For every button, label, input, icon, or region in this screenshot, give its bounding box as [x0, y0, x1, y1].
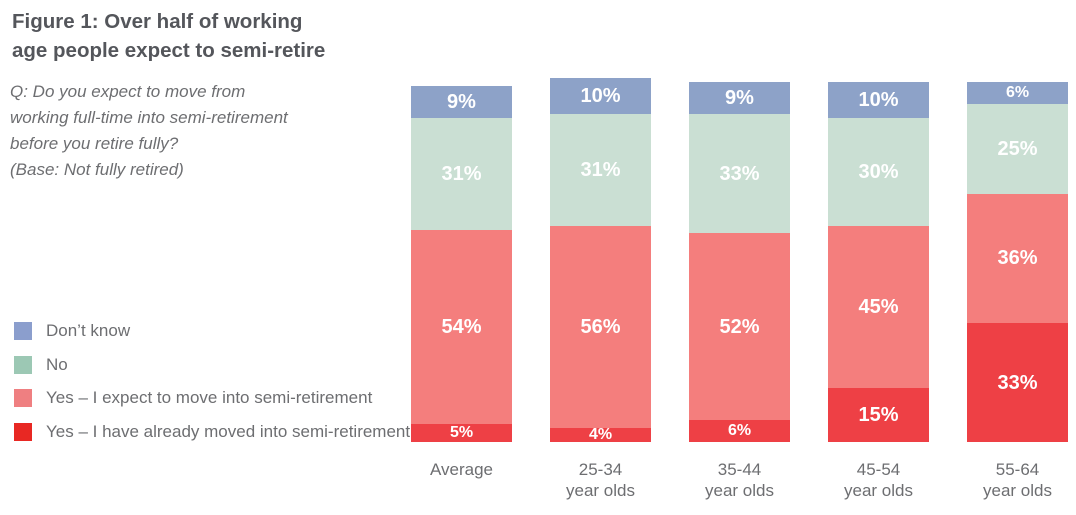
bar-segment-no: 31%: [550, 114, 651, 227]
category-label-line: year olds: [844, 481, 913, 500]
segment-value-label: 9%: [725, 87, 754, 110]
bar-segment-yes-i-have-already-moved-into-: 6%: [689, 420, 790, 442]
legend-swatch: [14, 322, 32, 340]
segment-value-label: 6%: [727, 422, 752, 440]
bar-segment-yes-i-expect-to-move-into-semi: 52%: [689, 233, 790, 421]
bar-25-34-year-olds: 10% 31% 56% 4%: [550, 78, 651, 442]
category-label-35-44-year-olds: 35-44 year olds: [669, 459, 810, 501]
bar-segment-don-t-know: 6%: [967, 82, 1068, 104]
segment-value-label: 5%: [449, 424, 474, 441]
category-label-line: 35-44: [717, 460, 762, 479]
bar-segment-yes-i-have-already-moved-into-: 5%: [411, 424, 512, 442]
bar-segment-don-t-know: 10%: [828, 82, 929, 118]
legend-item-yes-i-expect-to-move-into-semi: Yes – I expect to move into semi-retirem…: [14, 388, 410, 407]
bar-segment-yes-i-have-already-moved-into-: 4%: [550, 425, 651, 443]
survey-question: Q: Do you expect to move from working fu…: [10, 79, 288, 183]
bar-segment-don-t-know: 9%: [411, 85, 512, 119]
legend-label: Yes – I expect to move into semi-retirem…: [46, 388, 373, 407]
figure-title-line-1: Figure 1: Over half of working: [12, 10, 303, 33]
segment-value-label: 31%: [580, 159, 621, 182]
legend-item-no: No: [14, 354, 410, 374]
figure-title-line-2: age people expect to semi-retire: [12, 39, 326, 62]
category-label-line: year olds: [705, 481, 774, 500]
segment-value-label: 6%: [1005, 83, 1030, 101]
segment-value-label: 31%: [441, 162, 482, 185]
segment-value-label: 25%: [997, 137, 1038, 160]
bar-segment-yes-i-have-already-moved-into-: 15%: [828, 388, 929, 442]
bar-segment-yes-i-expect-to-move-into-semi: 54%: [411, 229, 512, 424]
category-label-55-64-year-olds: 55-64 year olds: [947, 459, 1076, 501]
bar-segment-yes-i-expect-to-move-into-semi: 56%: [550, 226, 651, 428]
category-label-line: year olds: [566, 481, 635, 500]
bar-segment-don-t-know: 9%: [689, 82, 790, 115]
category-label-45-54-year-olds: 45-54 year olds: [808, 459, 949, 501]
legend-item-don-t-know: Don’t know: [14, 321, 410, 340]
category-label-line: 45-54: [856, 460, 901, 479]
legend-label: No: [46, 354, 68, 374]
figure-title: Figure 1: Over half of working age peopl…: [12, 7, 325, 65]
category-label-25-34-year-olds: 25-34 year olds: [530, 459, 671, 501]
segment-value-label: 36%: [997, 247, 1038, 270]
legend-swatch: [14, 422, 32, 441]
segment-value-label: 4%: [588, 425, 613, 443]
segment-value-label: 56%: [580, 315, 621, 338]
bar-segment-no: 33%: [689, 114, 790, 234]
bar-segment-yes-i-expect-to-move-into-semi: 45%: [828, 226, 929, 388]
segment-value-label: 15%: [858, 404, 899, 426]
bar-average: 9% 31% 54% 5%: [411, 85, 512, 442]
legend-item-yes-i-have-already-moved-into-: Yes – I have already moved into semi-ret…: [14, 421, 411, 441]
bar-45-54-year-olds: 10% 30% 45% 15%: [828, 82, 929, 442]
category-label-line: Average: [429, 460, 493, 479]
legend-label: Yes – I have already moved into semi-ret…: [46, 421, 411, 441]
bar-segment-no: 30%: [828, 118, 929, 226]
category-label-line: 25-34: [578, 460, 623, 479]
category-axis: Average 25-34 year olds 35-44 year olds 45-54…: [411, 459, 1076, 509]
bar-35-44-year-olds: 9% 33% 52% 6%: [689, 82, 790, 442]
bar-55-64-year-olds: 6% 25% 36% 33%: [967, 82, 1068, 442]
legend-swatch: [14, 355, 32, 374]
question-line-1: Q: Do you expect to move from: [10, 82, 246, 101]
bar-segment-no: 25%: [967, 103, 1068, 194]
question-line-3: before you retire fully?: [10, 134, 179, 153]
chart-legend: Don’t know No Yes – I expect to move into …: [14, 321, 411, 456]
segment-value-label: 10%: [580, 85, 621, 108]
segment-value-label: 33%: [997, 371, 1038, 394]
category-label-average: Average: [391, 459, 532, 480]
question-line-4: (Base: Not fully retired): [10, 160, 184, 179]
bar-segment-yes-i-expect-to-move-into-semi: 36%: [967, 193, 1068, 324]
bar-segment-no: 31%: [411, 118, 512, 230]
segment-value-label: 10%: [858, 89, 899, 111]
plot-area: 9% 31% 54% 5% 10% 31% 56% 4% 9% 33% 52% 6% 10% 30% 45%…: [411, 0, 1076, 442]
segment-value-label: 45%: [858, 296, 899, 318]
category-label-line: year olds: [983, 481, 1052, 500]
bar-segment-yes-i-have-already-moved-into-: 33%: [967, 323, 1068, 442]
bar-segment-don-t-know: 10%: [550, 78, 651, 115]
question-line-2: working full-time into semi-retirement: [10, 108, 288, 127]
segment-value-label: 9%: [447, 90, 476, 113]
category-label-line: 55-64: [995, 460, 1040, 479]
segment-value-label: 52%: [719, 315, 760, 338]
segment-value-label: 54%: [441, 315, 482, 338]
legend-label: Don’t know: [46, 321, 131, 340]
legend-swatch: [14, 389, 32, 407]
segment-value-label: 30%: [858, 161, 899, 183]
segment-value-label: 33%: [719, 162, 760, 185]
